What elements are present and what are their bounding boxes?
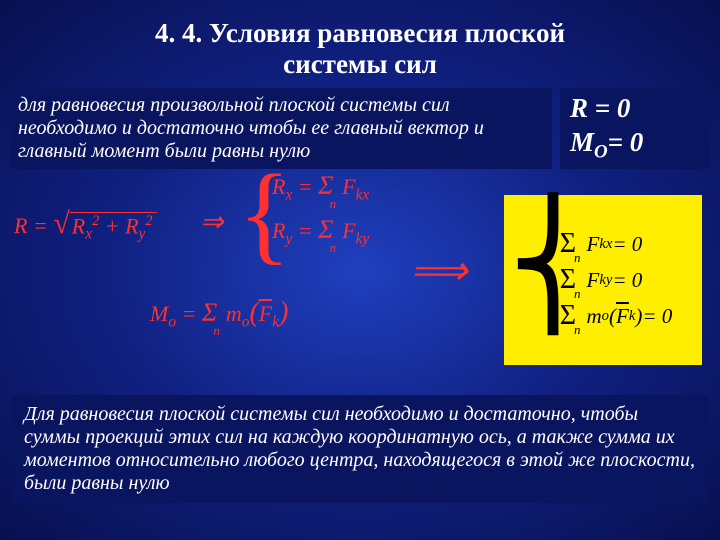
formula-mo: Mo = Σnmo(Fk): [150, 297, 288, 331]
yellow-result-box: ⎨ ΣnFkx = 0 ΣnFky = 0 Σnmo(Fk) = 0: [504, 195, 702, 365]
fkxs: kx: [356, 186, 370, 203]
n2: n: [330, 240, 337, 255]
ry-line: Ry = ΣnFky: [272, 215, 369, 248]
fky: F: [342, 218, 355, 243]
title-line2: системы сил: [283, 49, 437, 79]
r-equals-zero: R = 0: [570, 92, 696, 126]
r-label: R: [570, 93, 588, 123]
rm-conditions: R = 0 MO= 0: [560, 88, 710, 169]
m-equals-zero: MO= 0: [570, 126, 696, 164]
yeq1: = 0: [612, 232, 642, 257]
Mos: o: [168, 313, 176, 330]
arrow-1: ⇒: [200, 205, 223, 239]
R-sym: R: [14, 213, 27, 238]
yellow-brace-icon: ⎨: [508, 205, 598, 325]
slide-title: 4. 4. Условия равновесия плоской системы…: [0, 0, 720, 88]
Mo: M: [150, 301, 168, 326]
rx: R: [72, 213, 85, 238]
fkbar: F: [259, 301, 272, 326]
yfkxs: kx: [599, 236, 612, 253]
fkx: F: [342, 174, 355, 199]
fkys: ky: [356, 230, 370, 247]
arrow-long: ⟹: [410, 247, 461, 294]
lparen: (: [249, 297, 258, 328]
eq4: =: [176, 301, 202, 326]
yfks: k: [629, 308, 636, 325]
rx-line: Rx = ΣnFkx: [272, 171, 369, 204]
sqrt-body: Rx2 + Ry2: [70, 212, 157, 244]
n1: n: [330, 196, 337, 211]
ryl: R: [272, 218, 285, 243]
intro-row: для равновесия произвольной плоской сист…: [0, 88, 720, 169]
yfk: F: [616, 304, 629, 329]
n3: n: [213, 323, 220, 338]
formula-area: R = √Rx2 + Ry2 ⇒ { Rx = ΣnFkx Ry = ΣnFky…: [0, 177, 720, 387]
eq1: =: [27, 213, 53, 238]
sqrt-icon: √: [53, 207, 69, 240]
yn2: n: [574, 286, 581, 302]
ry-sq: 2: [145, 213, 152, 229]
yn1: n: [574, 250, 581, 266]
rparen: ): [279, 297, 288, 328]
r-eq: = 0: [588, 93, 630, 123]
formula-r-magnitude: R = √Rx2 + Ry2: [14, 207, 157, 243]
ry: R: [125, 213, 138, 238]
eq3: =: [292, 218, 318, 243]
title-line1: 4. 4. Условия равновесия плоской: [155, 18, 565, 48]
ymos: o: [602, 308, 609, 325]
m-sub: O: [594, 141, 608, 162]
yeq2: = 0: [612, 268, 642, 293]
m-eq: = 0: [608, 127, 644, 157]
eq2: =: [292, 174, 318, 199]
yn3: n: [574, 322, 581, 338]
yeq3: = 0: [642, 304, 672, 329]
rxl: R: [272, 174, 285, 199]
plus: +: [99, 213, 125, 238]
m-label: M: [570, 127, 594, 157]
mo: m: [226, 301, 242, 326]
longarrow-icon: ⟹: [410, 248, 461, 293]
yfkys: ky: [599, 272, 612, 289]
conclusion-text: Для равновесия плоской системы сил необх…: [12, 395, 708, 503]
